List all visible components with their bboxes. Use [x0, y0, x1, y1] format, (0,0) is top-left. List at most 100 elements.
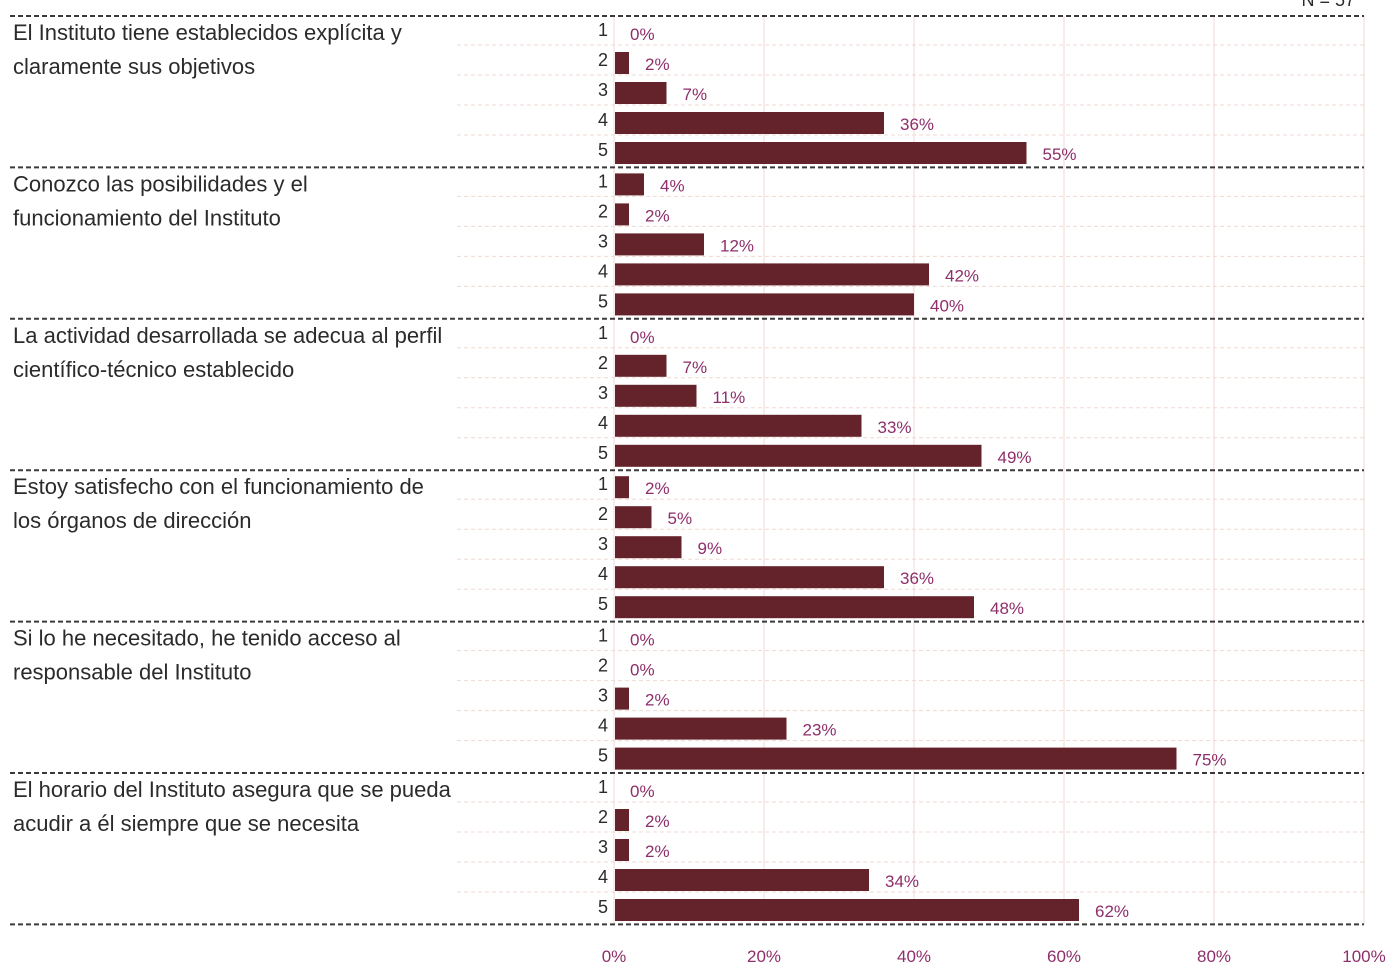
question-text: científico-técnico establecido	[13, 357, 294, 382]
value-label: 40%	[930, 296, 964, 315]
x-tick-label: 60%	[1047, 947, 1081, 965]
bar	[615, 173, 644, 196]
bar	[615, 293, 914, 316]
question-text: claramente sus objetivos	[13, 54, 255, 79]
question-text: acudir a él siempre que se necesita	[13, 811, 360, 836]
question-text: funcionamiento del Instituto	[13, 205, 281, 230]
x-tick-label: 100%	[1342, 947, 1385, 965]
value-label: 2%	[645, 842, 670, 861]
category-label: 1	[598, 20, 608, 40]
grid-lines	[10, 15, 1365, 926]
bar	[615, 82, 667, 104]
bar	[615, 717, 787, 740]
bar	[615, 566, 884, 589]
x-tick-label: 20%	[747, 947, 781, 965]
value-label: 75%	[1193, 751, 1227, 770]
value-label: 0%	[630, 631, 655, 650]
question-text: El horario del Instituto asegura que se …	[13, 777, 452, 802]
bar	[615, 233, 704, 256]
value-label: 36%	[900, 569, 934, 588]
value-label: 0%	[630, 328, 655, 347]
labels: El Instituto tiene establecidos explícit…	[13, 20, 1227, 921]
value-label: 23%	[803, 721, 837, 740]
value-label: 4%	[660, 176, 685, 195]
value-label: 33%	[878, 418, 912, 437]
category-label: 5	[598, 443, 608, 463]
value-label: 34%	[885, 872, 919, 891]
bar	[615, 414, 862, 437]
x-tick-label: 40%	[897, 947, 931, 965]
bars	[615, 52, 1177, 921]
category-label: 1	[598, 171, 608, 191]
value-label: 9%	[698, 539, 723, 558]
category-label: 2	[598, 656, 608, 676]
question-text: responsable del Instituto	[13, 660, 252, 685]
value-label: 2%	[645, 691, 670, 710]
bar	[615, 687, 629, 710]
bar	[615, 747, 1177, 770]
value-label: 7%	[683, 358, 708, 377]
value-label: 2%	[645, 206, 670, 225]
bar	[615, 506, 652, 529]
category-label: 4	[598, 261, 608, 281]
category-label: 2	[598, 504, 608, 524]
category-label: 4	[598, 867, 608, 887]
question-text: Estoy satisfecho con el funcionamiento d…	[13, 474, 424, 499]
category-label: 2	[598, 201, 608, 221]
category-label: 2	[598, 50, 608, 70]
value-label: 42%	[945, 266, 979, 285]
category-label: 5	[598, 291, 608, 311]
bar	[615, 809, 629, 831]
category-label: 1	[598, 777, 608, 797]
bar	[615, 869, 869, 891]
x-axis: 0% 20% 40% 60% 80% 100%	[602, 947, 1386, 965]
value-label: 0%	[630, 782, 655, 801]
category-label: 4	[598, 413, 608, 433]
value-label: 0%	[630, 661, 655, 680]
category-label: 1	[598, 474, 608, 494]
value-label: 12%	[720, 236, 754, 255]
bar	[615, 52, 629, 74]
question-text: Conozco las posibilidades y el	[13, 171, 308, 196]
category-label: 2	[598, 807, 608, 827]
category-label: 3	[598, 231, 608, 251]
value-label: 2%	[645, 479, 670, 498]
value-label: 2%	[645, 55, 670, 74]
bar	[615, 203, 629, 226]
question-text: El Instituto tiene establecidos explícit…	[13, 20, 402, 45]
bar	[615, 263, 929, 286]
category-label: 5	[598, 594, 608, 614]
value-label: 2%	[645, 812, 670, 831]
question-text: los órganos de dirección	[13, 508, 251, 533]
value-label: 5%	[668, 509, 693, 528]
bar	[615, 839, 629, 861]
category-label: 5	[598, 897, 608, 917]
category-label: 3	[598, 837, 608, 857]
bar	[615, 112, 884, 134]
category-label: 4	[598, 110, 608, 130]
category-label: 3	[598, 686, 608, 706]
bar	[615, 142, 1027, 164]
sample-size-label: N = 57	[1301, 0, 1355, 10]
bar	[615, 536, 682, 559]
category-label: 5	[598, 140, 608, 160]
x-tick-label: 80%	[1197, 947, 1231, 965]
category-label: 3	[598, 80, 608, 100]
bar	[615, 444, 982, 467]
category-label: 2	[598, 353, 608, 373]
bar	[615, 354, 667, 377]
bar	[615, 596, 974, 619]
category-label: 1	[598, 626, 608, 646]
category-label: 3	[598, 383, 608, 403]
bar	[615, 899, 1079, 921]
category-label: 5	[598, 746, 608, 766]
bar	[615, 384, 697, 407]
category-label: 4	[598, 564, 608, 584]
question-text: Si lo he necesitado, he tenido acceso al	[13, 626, 401, 651]
value-label: 0%	[630, 25, 655, 44]
bar	[615, 476, 629, 499]
value-label: 7%	[683, 85, 708, 104]
value-label: 49%	[998, 448, 1032, 467]
value-label: 36%	[900, 115, 934, 134]
